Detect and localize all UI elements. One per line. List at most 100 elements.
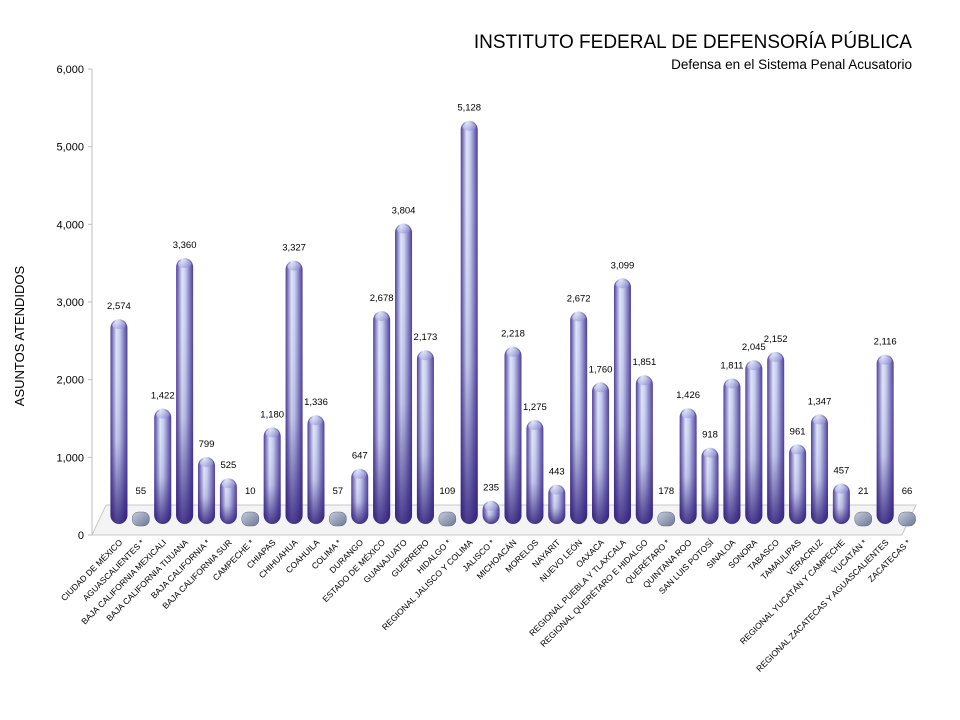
bar-cap [200,458,214,467]
data-label: 961 [790,426,806,437]
bar-cap [878,356,892,365]
bar-cap [506,348,520,357]
bar-shade [110,319,128,524]
data-label: 2,152 [764,334,788,345]
data-label: 1,426 [676,390,700,401]
bar-cap [791,446,805,455]
data-label: 457 [833,466,849,477]
data-label: 21 [858,486,869,497]
bar-shade [745,360,763,524]
bar-shade [504,346,522,524]
data-label: 443 [549,467,565,478]
bar-shade [548,484,566,524]
bar [438,511,457,527]
bar [898,511,916,527]
bar [329,511,347,527]
bar-cap [353,470,367,479]
bar-cap [375,313,389,322]
bar-shade [373,311,391,524]
bar-shade [876,354,894,524]
data-label: 799 [199,439,215,450]
y-tick-label: 3,000 [56,297,84,309]
data-label: 55 [136,486,147,497]
data-label: 2,116 [874,337,897,348]
data-label: 1,275 [523,402,547,413]
bar-cap [265,429,279,438]
data-label: 3,327 [282,243,306,254]
data-label: 66 [902,486,913,497]
bar-shade [263,427,281,524]
bar-cap [703,449,717,458]
bar-cap [397,225,411,234]
bar-shade [307,415,325,524]
y-axis-ticks: 0 1,000 2,000 3,000 4,000 5,000 6,000 [56,64,92,542]
bar-shade [570,311,588,524]
data-label: 2,218 [501,329,525,340]
y-tick-label: 4,000 [56,219,84,231]
bar-shade [176,258,194,524]
data-label: 2,045 [742,342,766,353]
data-label: 2,173 [414,332,438,343]
bar-shade [526,419,544,524]
data-label: 2,678 [370,293,394,304]
data-label: 3,804 [392,206,416,217]
bar-cap [462,122,476,131]
chart-subtitle: Defensa en el Sistema Penal Acusatorio [671,57,912,72]
bar-cap [309,417,323,426]
bar-shade [351,468,369,524]
bar-cap [747,362,761,371]
bars-group [110,120,916,527]
data-label: 1,811 [720,360,743,371]
x-tick-label: BAJA CALIFORNIA MEXICALI [79,537,168,626]
bar-shade [460,120,478,524]
data-label: 3,099 [611,260,635,271]
bar-cap [528,421,542,430]
bar-cap [112,321,126,330]
data-label: 1,422 [151,391,175,402]
data-label: 647 [352,451,368,462]
bar [854,511,873,527]
bar-cap [287,262,301,271]
bar-shade [767,351,785,524]
bar-shade [679,408,697,524]
bar-shade [592,382,610,524]
bar-cap [221,480,235,489]
data-labels-group: 2,574 55 1,422 3,360 799 525 10 1,180 3,327 1,336… [107,103,912,497]
data-label: 2,672 [567,293,591,304]
y-tick-label: 0 [78,530,84,542]
bar-cap [156,410,170,419]
data-label: 1,760 [589,364,613,375]
data-label: 1,336 [304,397,328,408]
bar-shade [613,278,631,524]
bar-cap [812,416,826,425]
bar-shade [416,350,434,524]
data-label: 2,574 [107,301,131,312]
bar-shade [395,223,413,524]
chart-title: INSTITUTO FEDERAL DE DEFENSORÍA PÚBLICA [474,31,912,53]
data-label: 57 [333,486,344,497]
bar-cap [178,260,192,269]
bar-cap [615,280,629,289]
data-label: 178 [658,486,674,497]
bar-cap [484,502,498,511]
y-tick-label: 2,000 [56,375,84,387]
data-label: 1,851 [632,357,656,368]
bar-cap [418,352,432,361]
bar-cap [594,384,608,393]
bar-shade [723,378,741,524]
y-tick-label: 6,000 [56,64,84,76]
data-label: 10 [245,486,256,497]
bar-shade [810,414,828,524]
bar-shade [789,444,807,524]
bar-cap [681,410,695,419]
data-label: 1,347 [808,396,832,407]
bar [132,511,150,527]
bar-cap [572,313,586,322]
bar-shade [219,478,237,524]
bar-shade [154,408,172,524]
bar-cap [725,380,739,389]
data-label: 109 [439,486,455,497]
bar-shade [635,375,653,524]
y-tick-label: 1,000 [56,452,84,464]
